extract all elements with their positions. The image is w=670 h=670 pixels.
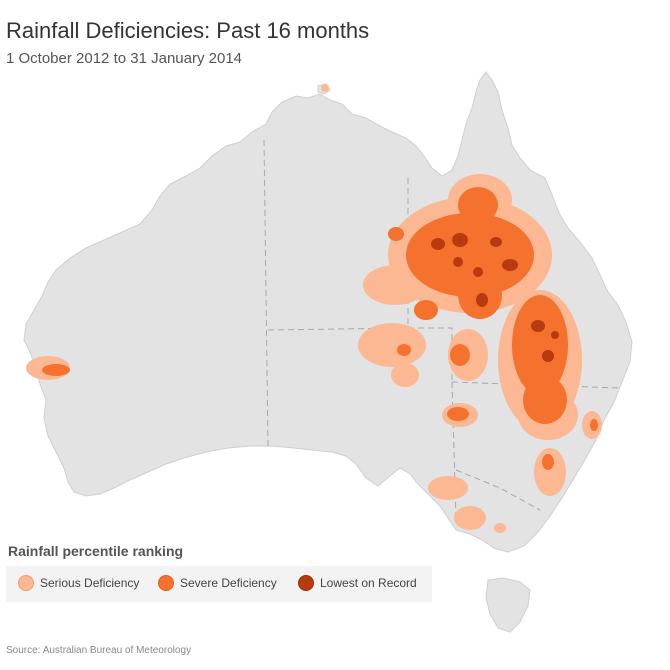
serious-area [358,323,426,367]
severe-area [542,454,554,470]
severe-swatch-icon [158,575,174,591]
severe-area [388,227,404,241]
serious-swatch-icon [18,575,34,591]
serious-area [534,448,566,496]
wa-border [263,139,269,447]
map-subtitle: 1 October 2012 to 31 January 2014 [6,50,243,67]
lowest-area [431,238,445,250]
lowest-on-record-areas [431,233,559,362]
serious-area [428,476,468,500]
severe-area [42,364,70,376]
lowest-area [490,237,502,247]
severe-area [523,376,567,424]
serious-area [363,265,427,305]
severe-area [397,344,411,356]
legend-label-severe: Severe Deficiency [180,576,277,590]
map-title: Rainfall Deficiencies: Past 16 months [6,18,370,43]
severe-area [447,407,469,421]
serious-area [391,363,419,387]
severe-area [458,187,498,223]
legend-item-serious: Serious Deficiency [18,575,139,591]
legend-item-lowest: Lowest on Record [298,575,417,591]
lowest-area [476,293,488,307]
severe-area [590,419,598,431]
lowest-swatch-icon [298,575,314,591]
tasmania [485,577,531,633]
lowest-area [551,331,559,339]
severe-area [414,300,438,320]
legend-title: Rainfall percentile ranking [8,543,184,559]
lowest-area [531,320,545,332]
lowest-area [452,233,468,247]
severe-area [450,344,470,366]
nt-sa-border [267,327,409,331]
legend-label-lowest: Lowest on Record [320,576,417,590]
nsw-vic-border [455,469,541,511]
legend: Serious Deficiency Severe Deficiency Low… [6,566,432,602]
lowest-area [502,259,518,271]
legend-item-severe: Severe Deficiency [158,575,277,591]
lowest-area [453,257,463,267]
severe-deficiency-areas [42,187,598,470]
severe-area [406,213,534,297]
severe-area [512,295,568,395]
lowest-area [473,267,483,277]
lowest-area [542,350,554,362]
source-note: Source: Australian Bureau of Meteorology [6,645,192,656]
serious-area [494,523,506,533]
serious-area [454,506,486,530]
serious-area [321,84,329,92]
legend-label-serious: Serious Deficiency [40,576,140,590]
